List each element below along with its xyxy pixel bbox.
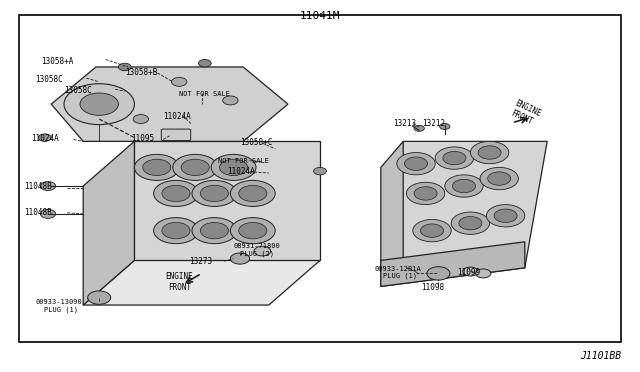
Text: ENGINE
FRONT: ENGINE FRONT bbox=[509, 99, 542, 128]
Circle shape bbox=[172, 77, 187, 86]
Circle shape bbox=[230, 218, 275, 244]
Text: 11024A: 11024A bbox=[163, 112, 191, 121]
Circle shape bbox=[452, 179, 476, 193]
Circle shape bbox=[459, 217, 482, 230]
Circle shape bbox=[254, 246, 271, 256]
Circle shape bbox=[223, 96, 238, 105]
Text: 13058C: 13058C bbox=[35, 75, 63, 84]
Circle shape bbox=[435, 147, 474, 169]
Circle shape bbox=[80, 93, 118, 115]
Text: NOT FOR SALE: NOT FOR SALE bbox=[218, 158, 269, 164]
Circle shape bbox=[404, 157, 428, 170]
Text: 13212: 13212 bbox=[422, 119, 445, 128]
Circle shape bbox=[488, 172, 511, 185]
Circle shape bbox=[445, 175, 483, 197]
Circle shape bbox=[143, 159, 171, 176]
Circle shape bbox=[480, 167, 518, 190]
Circle shape bbox=[101, 89, 116, 97]
Circle shape bbox=[133, 115, 148, 124]
Text: ENGINE
FRONT: ENGINE FRONT bbox=[165, 272, 193, 292]
Circle shape bbox=[414, 125, 424, 131]
Circle shape bbox=[162, 185, 190, 202]
Circle shape bbox=[40, 182, 56, 190]
Circle shape bbox=[414, 187, 437, 200]
Circle shape bbox=[40, 209, 56, 218]
Circle shape bbox=[181, 159, 209, 176]
FancyBboxPatch shape bbox=[161, 129, 191, 141]
Circle shape bbox=[239, 185, 267, 202]
Circle shape bbox=[173, 154, 218, 180]
Polygon shape bbox=[83, 260, 320, 305]
Circle shape bbox=[476, 269, 491, 278]
Circle shape bbox=[200, 185, 228, 202]
Polygon shape bbox=[381, 242, 525, 286]
Text: 11098: 11098 bbox=[421, 283, 444, 292]
Circle shape bbox=[470, 141, 509, 164]
Circle shape bbox=[494, 209, 517, 222]
Circle shape bbox=[239, 222, 267, 239]
Circle shape bbox=[443, 151, 466, 165]
Circle shape bbox=[64, 84, 134, 125]
Text: PLUG (1): PLUG (1) bbox=[44, 306, 77, 313]
Text: 13213: 13213 bbox=[394, 119, 417, 128]
Text: 00933-13090: 00933-13090 bbox=[35, 299, 82, 305]
Circle shape bbox=[420, 224, 444, 237]
Circle shape bbox=[440, 124, 450, 129]
Text: 11048B: 11048B bbox=[24, 182, 52, 191]
Circle shape bbox=[211, 154, 256, 180]
Circle shape bbox=[154, 180, 198, 206]
Circle shape bbox=[486, 205, 525, 227]
Circle shape bbox=[230, 253, 250, 264]
Circle shape bbox=[134, 154, 179, 180]
Text: 11099: 11099 bbox=[458, 268, 481, 277]
Text: 13058+B: 13058+B bbox=[125, 68, 157, 77]
Text: PLUG (2): PLUG (2) bbox=[240, 250, 274, 257]
Circle shape bbox=[451, 212, 490, 234]
Text: 11048B: 11048B bbox=[24, 208, 52, 217]
Circle shape bbox=[220, 159, 248, 176]
Polygon shape bbox=[51, 67, 288, 141]
Circle shape bbox=[162, 222, 190, 239]
Circle shape bbox=[38, 134, 51, 141]
Circle shape bbox=[198, 60, 211, 67]
Polygon shape bbox=[134, 141, 320, 260]
Polygon shape bbox=[83, 141, 134, 305]
Text: 13273: 13273 bbox=[189, 257, 212, 266]
Text: 08931-71800: 08931-71800 bbox=[234, 243, 280, 249]
Circle shape bbox=[478, 146, 501, 159]
Text: J1101BB: J1101BB bbox=[580, 351, 621, 361]
Circle shape bbox=[413, 219, 451, 242]
Text: 13058+A: 13058+A bbox=[42, 57, 74, 66]
Circle shape bbox=[427, 267, 450, 280]
Circle shape bbox=[230, 180, 275, 206]
Circle shape bbox=[118, 63, 131, 71]
Text: 13058C: 13058C bbox=[64, 86, 92, 95]
Circle shape bbox=[154, 218, 198, 244]
Text: 11095: 11095 bbox=[131, 134, 154, 143]
Circle shape bbox=[397, 153, 435, 175]
Text: 11041M: 11041M bbox=[300, 11, 340, 21]
Circle shape bbox=[192, 180, 237, 206]
Circle shape bbox=[406, 182, 445, 205]
Circle shape bbox=[88, 291, 111, 304]
Text: 13058+C: 13058+C bbox=[240, 138, 273, 147]
Polygon shape bbox=[381, 141, 403, 286]
Text: PLUG (1): PLUG (1) bbox=[383, 273, 417, 279]
Circle shape bbox=[192, 218, 237, 244]
Circle shape bbox=[200, 222, 228, 239]
Circle shape bbox=[463, 267, 478, 276]
Text: 11024A: 11024A bbox=[227, 167, 255, 176]
Text: 00933-12B1A: 00933-12B1A bbox=[374, 266, 421, 272]
Circle shape bbox=[314, 167, 326, 175]
Text: NOT FOR SALE: NOT FOR SALE bbox=[179, 91, 230, 97]
Text: 11024A: 11024A bbox=[31, 134, 58, 143]
Polygon shape bbox=[381, 141, 547, 286]
